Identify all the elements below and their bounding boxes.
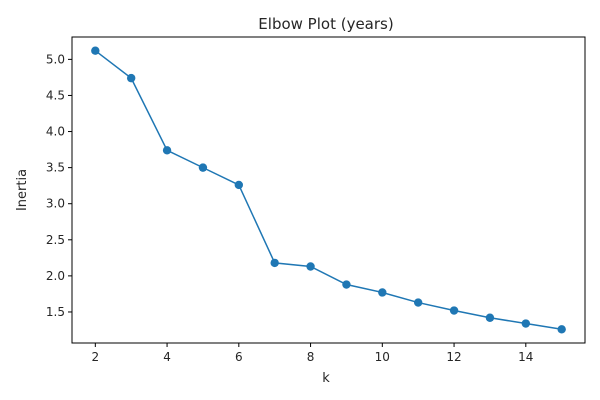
- series-inertia: [91, 46, 566, 334]
- data-point: [198, 163, 208, 172]
- data-point: [485, 313, 495, 322]
- data-point: [342, 280, 351, 289]
- data-point: [449, 306, 459, 315]
- x-axis-label: k: [322, 371, 330, 386]
- y-tick-label: 4.5: [46, 88, 65, 102]
- series-line: [94, 50, 562, 331]
- chart-title: Elbow Plot (years): [258, 15, 393, 33]
- data-point: [521, 319, 531, 328]
- y-tick-label: 3.0: [46, 197, 65, 211]
- axes-frame: [71, 36, 586, 344]
- y-tick-label: 4.0: [46, 125, 65, 139]
- y-tick-label: 1.5: [46, 305, 65, 319]
- data-point: [378, 288, 387, 297]
- x-tick-label: 8: [307, 350, 315, 364]
- data-point: [306, 262, 315, 271]
- data-point: [270, 258, 279, 268]
- y-tick-label: 2.0: [46, 269, 65, 283]
- x-tick-label: 14: [518, 350, 533, 364]
- y-tick-label: 3.5: [46, 161, 65, 175]
- x-tick-label: 6: [235, 350, 243, 364]
- data-point: [413, 298, 423, 307]
- x-tick-label: 12: [446, 350, 461, 364]
- plot-area: 2 4 6 8 10 12 14 1.5 2.0 2.5 3.0 3.5 4.0 4.5 5.0: [46, 36, 586, 364]
- y-axis-label: Inertia: [15, 169, 30, 211]
- data-point: [126, 73, 136, 83]
- data-point: [91, 46, 100, 55]
- data-point: [162, 146, 172, 155]
- y-tick-label: 2.5: [46, 233, 65, 247]
- y-tick-label: 5.0: [46, 52, 65, 66]
- x-tick-label: 10: [375, 350, 390, 364]
- x-tick-label: 4: [163, 350, 171, 364]
- data-point: [557, 325, 566, 334]
- x-tick-label: 2: [91, 350, 99, 364]
- data-point: [234, 180, 244, 190]
- x-axis-ticks: 2 4 6 8 10 12 14: [91, 343, 533, 364]
- y-axis-ticks: 1.5 2.0 2.5 3.0 3.5 4.0 4.5 5.0: [46, 52, 72, 319]
